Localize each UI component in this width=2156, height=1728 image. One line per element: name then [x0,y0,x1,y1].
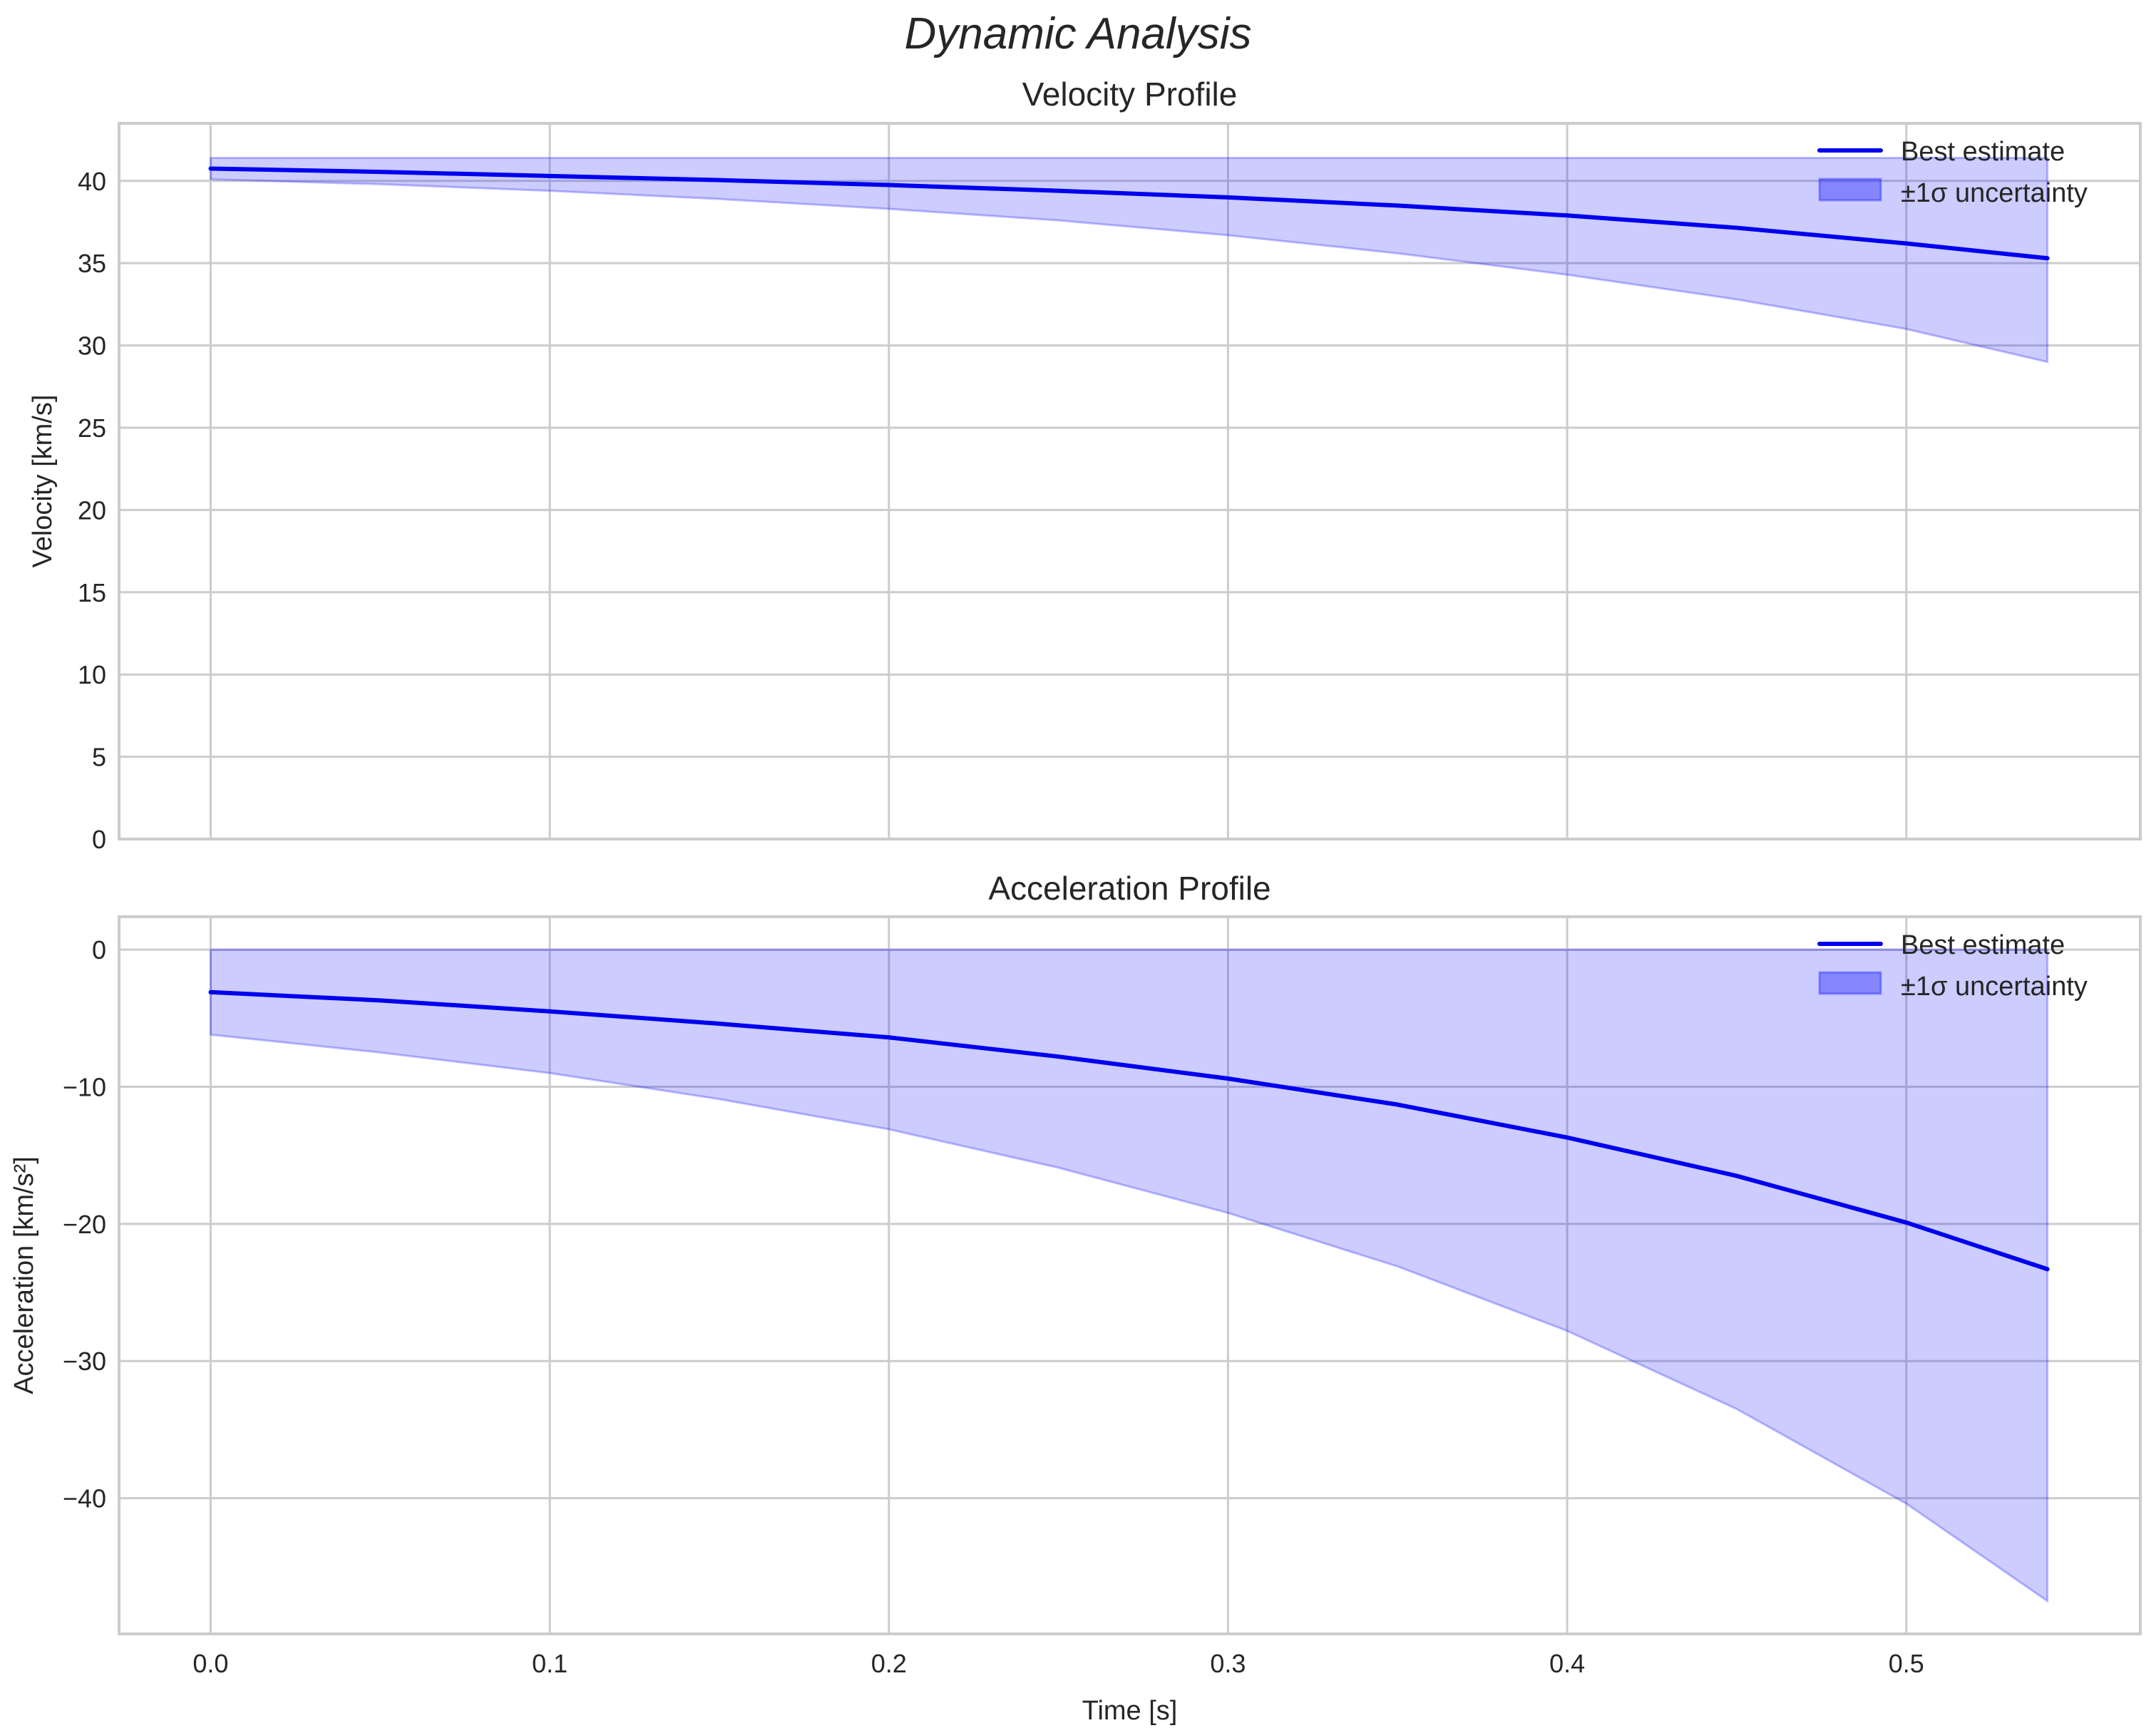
acceleration-chart: Acceleration Profile 0.0 0.1 0.2 0.3 0.4 0.5 −4… [9,870,2142,1726]
chart-title-acceleration-profile: Acceleration Profile [988,870,1270,907]
x-axis-label: Time [s] [1082,1696,1178,1726]
x-tick-label: 0.2 [871,1649,907,1678]
y-tick-label: 20 [78,495,106,525]
x-tick-label: 0.0 [192,1649,228,1678]
y-tick-label: 40 [78,167,106,196]
y-tick-label: 10 [78,660,106,689]
legend-label-best-estimate: Best estimate [1901,137,2065,167]
y-axis-label: Velocity [km/s] [28,395,58,568]
y-tick-label: 0 [92,935,106,965]
legend-label-best-estimate: Best estimate [1901,930,2065,960]
legend-band-swatch [1818,178,1882,202]
y-tick-label: 30 [78,331,106,361]
figure-title: Dynamic Analysis [904,9,1252,58]
y-tick-label: 35 [78,249,106,278]
uncertainty-band [209,948,2049,1603]
y-tick-label: 25 [78,413,106,443]
y-tick-label: 5 [92,743,106,772]
y-tick-label: −10 [63,1073,106,1102]
plot-frame [118,915,2142,1635]
y-tick-label: −20 [63,1210,106,1239]
x-tick-label: 0.3 [1210,1649,1246,1678]
x-tick-label: 0.4 [1549,1649,1585,1678]
uncertainty-band [209,156,2049,364]
plot-frame [118,122,2142,840]
y-tick-label: 15 [78,578,106,607]
best-estimate-line [208,989,2050,1272]
x-tick-label: 0.5 [1889,1649,1924,1678]
y-tick-label: −30 [63,1347,106,1376]
legend-label-uncertainty: ±1σ uncertainty [1901,178,2088,208]
y-tick-label: −40 [63,1484,106,1513]
velocity-chart: Velocity Profile 0 5 10 15 20 25 30 35 40 Velocity… [28,76,2142,854]
legend-label-uncertainty: ±1σ uncertainty [1901,972,2088,1002]
best-estimate-line [208,166,2050,261]
legend-band-swatch [1818,971,1882,995]
y-axis-label: Acceleration [km/s²] [9,1156,39,1394]
y-tick-label: 0 [92,825,106,854]
chart-title-velocity-profile: Velocity Profile [1022,76,1238,113]
x-tick-label: 0.1 [532,1649,568,1678]
